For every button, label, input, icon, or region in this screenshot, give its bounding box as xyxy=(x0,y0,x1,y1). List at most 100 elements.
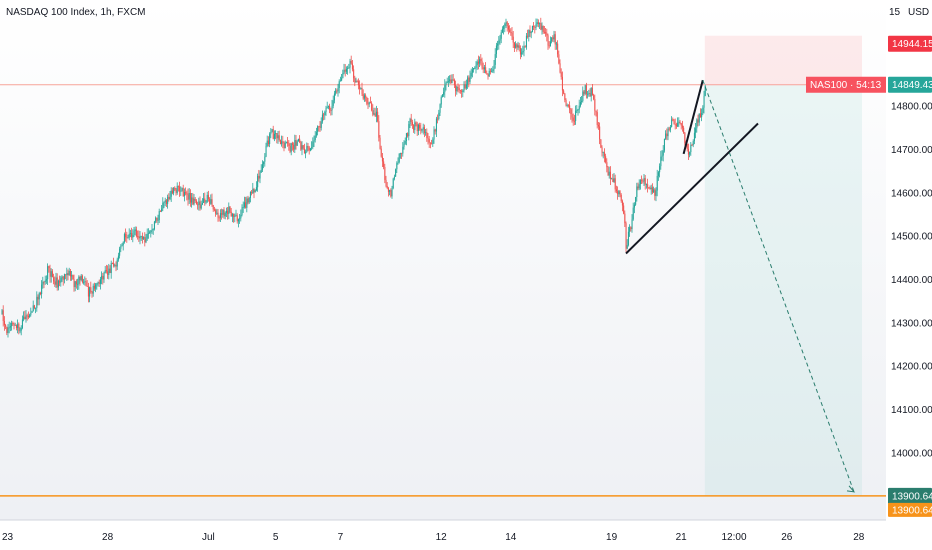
candle xyxy=(552,35,554,42)
candle xyxy=(396,161,398,174)
candle xyxy=(692,139,694,148)
candle xyxy=(393,174,395,181)
candle-body xyxy=(138,236,140,239)
candle xyxy=(339,76,341,82)
candle-body xyxy=(347,67,349,69)
candle xyxy=(435,116,437,137)
candle-body xyxy=(672,119,674,121)
candle xyxy=(528,29,530,42)
candle-body xyxy=(387,188,389,192)
candle xyxy=(228,202,230,220)
candle xyxy=(211,193,213,207)
candle-body xyxy=(528,30,530,37)
candle xyxy=(416,121,418,136)
symbol-badge[interactable]: NAS100 · 54:13 xyxy=(810,80,882,91)
candle xyxy=(133,226,135,237)
candle-body xyxy=(56,277,58,288)
candle xyxy=(453,78,455,89)
candle xyxy=(567,104,569,108)
candle-body xyxy=(187,194,189,200)
candle xyxy=(247,195,249,205)
candle xyxy=(37,294,39,306)
candle xyxy=(701,108,703,122)
candle xyxy=(533,22,535,31)
candle xyxy=(84,276,86,286)
time-axis[interactable]: 23 28 Jul 5 7 12 14 19 21 12:00 26 28 xyxy=(2,532,865,543)
candle-body xyxy=(5,324,7,327)
candle-body xyxy=(289,145,291,152)
candle xyxy=(314,130,316,143)
candle-body xyxy=(697,119,699,123)
candle xyxy=(245,196,247,209)
price-tick-label: 14100.00 xyxy=(891,405,932,416)
candle xyxy=(101,271,103,285)
candle xyxy=(378,115,380,142)
candle xyxy=(446,77,448,84)
candle-body xyxy=(13,323,15,326)
candle xyxy=(185,187,187,196)
take-profit-price-label-bg xyxy=(888,487,932,504)
candle xyxy=(410,113,412,126)
candle-body xyxy=(402,146,404,154)
candle-body xyxy=(589,93,591,97)
candle-body xyxy=(344,69,346,72)
candle-body xyxy=(291,143,293,145)
candle xyxy=(181,187,183,192)
candle-body xyxy=(134,229,136,232)
candle-body xyxy=(653,189,655,193)
projection-path[interactable] xyxy=(702,79,855,493)
candle-body xyxy=(297,138,299,142)
lower-trendline[interactable] xyxy=(625,122,759,255)
candle xyxy=(296,139,298,147)
candle-body xyxy=(77,283,79,285)
candle-body xyxy=(80,275,82,281)
candle xyxy=(143,236,145,240)
candle xyxy=(17,319,19,334)
candle xyxy=(12,321,14,326)
candle xyxy=(152,228,154,235)
candle xyxy=(599,122,601,145)
candle-body xyxy=(680,123,682,126)
candle-body xyxy=(374,113,376,117)
candle xyxy=(601,145,603,157)
candle xyxy=(560,68,562,80)
time-tick-label: 28 xyxy=(102,532,114,543)
candle-body xyxy=(216,212,218,214)
candle-body xyxy=(79,276,81,281)
candle-body xyxy=(2,310,4,321)
candle xyxy=(695,122,697,139)
candle xyxy=(468,75,470,88)
take-profit-zone[interactable] xyxy=(704,84,862,496)
candle-body xyxy=(48,266,50,269)
candle-body xyxy=(549,41,551,47)
price-tick-label: 14600.00 xyxy=(891,188,932,199)
candle xyxy=(420,122,422,135)
candle xyxy=(210,194,212,205)
candle-body xyxy=(405,133,407,141)
candle-body xyxy=(275,133,277,134)
upper-trendline[interactable] xyxy=(682,79,704,155)
candle-body xyxy=(269,134,271,144)
candle xyxy=(662,145,664,162)
candle-body xyxy=(133,231,135,236)
stop-loss-zone[interactable] xyxy=(704,35,862,85)
candle xyxy=(36,291,38,312)
candle-body xyxy=(260,169,262,173)
candle xyxy=(263,161,265,169)
candle xyxy=(45,275,47,284)
candle-body xyxy=(464,84,466,89)
candle-body xyxy=(221,213,223,215)
candle-body xyxy=(477,61,479,64)
candle-body xyxy=(229,206,231,212)
candle xyxy=(489,68,491,75)
candle xyxy=(545,27,547,37)
candle-body xyxy=(258,175,260,179)
candle xyxy=(630,226,632,232)
candle xyxy=(9,322,11,332)
candle-body xyxy=(54,281,56,285)
candle xyxy=(518,42,520,52)
candle xyxy=(517,41,519,50)
candle-body xyxy=(355,81,357,83)
